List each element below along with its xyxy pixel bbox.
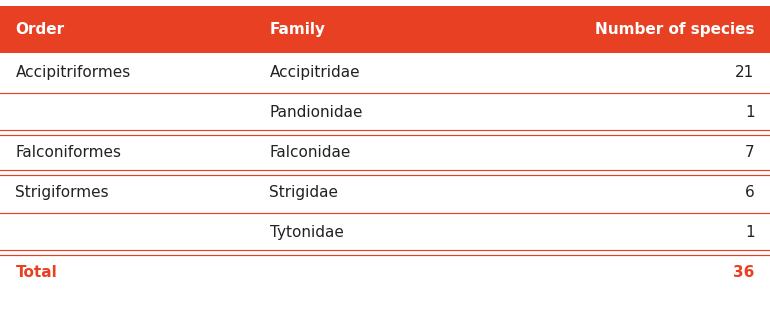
Text: Tytonidae: Tytonidae xyxy=(270,225,343,240)
Text: 1: 1 xyxy=(745,225,755,240)
Text: 7: 7 xyxy=(745,145,755,160)
Text: 36: 36 xyxy=(733,265,755,280)
Text: Accipitriformes: Accipitriformes xyxy=(15,65,131,80)
Text: Order: Order xyxy=(15,22,65,37)
Text: Total: Total xyxy=(15,265,57,280)
Text: Strigidae: Strigidae xyxy=(270,185,339,200)
Text: Family: Family xyxy=(270,22,326,37)
Text: Pandionidae: Pandionidae xyxy=(270,105,363,120)
Text: Falconiformes: Falconiformes xyxy=(15,145,122,160)
Text: 1: 1 xyxy=(745,105,755,120)
Text: Falconidae: Falconidae xyxy=(270,145,351,160)
Text: 21: 21 xyxy=(735,65,755,80)
Text: Number of species: Number of species xyxy=(595,22,755,37)
Text: Accipitridae: Accipitridae xyxy=(270,65,360,80)
FancyBboxPatch shape xyxy=(0,6,770,53)
Text: Strigiformes: Strigiformes xyxy=(15,185,109,200)
Text: 6: 6 xyxy=(745,185,755,200)
